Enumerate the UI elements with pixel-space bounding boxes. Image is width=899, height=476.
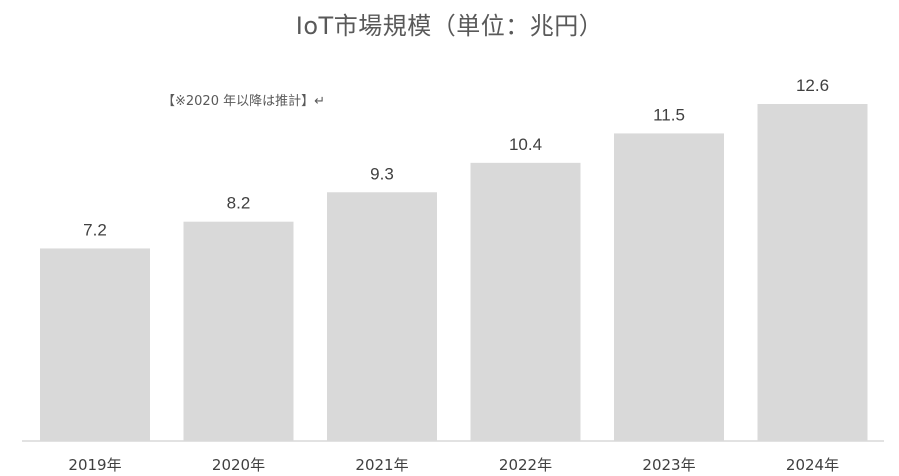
data-label: 7.2 — [83, 220, 107, 239]
x-tick-label: 2023年 — [642, 456, 695, 474]
bar-2019年 — [40, 248, 150, 441]
x-tick-label: 2024年 — [786, 456, 839, 474]
data-label: 9.3 — [370, 164, 394, 183]
data-label: 10.4 — [509, 135, 542, 154]
data-label: 8.2 — [227, 194, 251, 213]
x-tick-label: 2021年 — [355, 456, 408, 474]
x-tick-label: 2020年 — [212, 456, 265, 474]
bar-2021年 — [327, 192, 437, 441]
chart-annotation: 【※2020 年以降は推計】↵ — [162, 94, 326, 109]
bar-2022年 — [470, 162, 581, 442]
chart-title: IoT市場規模（単位：兆円） — [295, 12, 604, 40]
bar-2023年 — [614, 133, 724, 441]
bar-2020年 — [183, 221, 294, 441]
data-label: 12.6 — [796, 76, 829, 95]
data-label: 11.5 — [653, 105, 685, 124]
bar-2024年 — [757, 104, 868, 441]
x-tick-label: 2019年 — [68, 456, 121, 474]
x-tick-label: 2022年 — [499, 456, 552, 474]
